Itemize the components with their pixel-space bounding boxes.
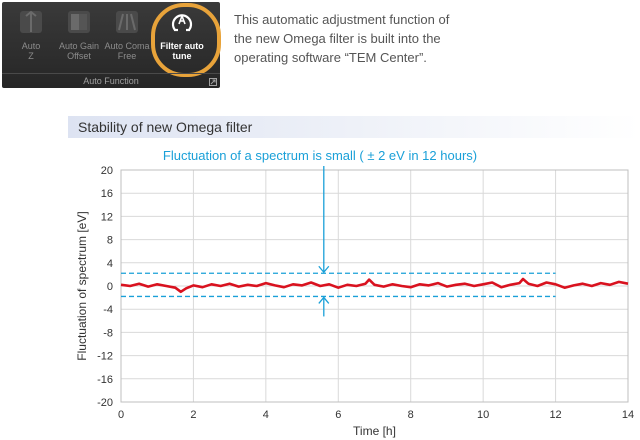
x-tick-label: 4	[263, 409, 269, 421]
y-axis-title: Fluctuation of spectrum [eV]	[75, 211, 89, 360]
stability-chart: 20 16 12 8 4 0 -4 -8 -12 -16 -20 0 2 4 6 8 10 12 14 Fluctu…	[75, 148, 634, 438]
x-tick-label: 2	[190, 409, 196, 421]
bound-lines	[121, 272, 556, 298]
description-text: This automatic adjustment function of th…	[234, 10, 534, 67]
auto-gain-offset-label-1: Auto Gain	[58, 41, 100, 51]
auto-z-label-1: Auto	[21, 41, 41, 51]
auto-z-icon	[20, 10, 42, 33]
y-tick-label: -12	[97, 351, 113, 363]
annotation-text: Fluctuation of a spectrum is small ( ± 2…	[163, 148, 477, 163]
y-tick-label: 0	[107, 281, 113, 293]
y-tick-label: -20	[97, 397, 113, 409]
auto-coma-free-label-2: Free	[117, 51, 137, 61]
y-tick-label: 8	[107, 235, 113, 247]
expand-corner-icon[interactable]	[209, 78, 217, 86]
x-tick-label: 6	[335, 409, 341, 421]
y-tick-label: 20	[101, 165, 113, 177]
x-axis-title: Time [h]	[353, 424, 396, 438]
y-tick-label: -4	[103, 304, 113, 316]
section-title: Stability of new Omega filter	[68, 116, 640, 138]
auto-z-button[interactable]: Auto Z	[6, 6, 56, 72]
x-tick-label: 14	[622, 409, 634, 421]
auto-function-label: Auto Function	[83, 76, 139, 86]
auto-gain-offset-label-2: Offset	[67, 51, 91, 61]
auto-z-label-2: Z	[28, 51, 34, 61]
x-tick-label: 0	[118, 409, 124, 421]
auto-gain-offset-button[interactable]: Auto Gain Offset	[54, 6, 104, 72]
axis-ticks: 20 16 12 8 4 0 -4 -8 -12 -16 -20 0 2 4 6 8 10 12 14	[97, 165, 634, 421]
series-line-fluctuation	[120, 277, 629, 294]
description-line-1: This automatic adjustment function of	[234, 12, 450, 27]
x-tick-label: 12	[549, 409, 561, 421]
annotation-arrows	[318, 166, 330, 317]
x-tick-label: 10	[477, 409, 489, 421]
description-line-2: the new Omega filter is built into the	[234, 31, 441, 46]
highlight-ring	[151, 3, 221, 77]
y-tick-label: 4	[107, 258, 113, 270]
auto-coma-free-label-1: Auto Coma	[104, 41, 150, 51]
y-tick-label: -16	[97, 374, 113, 386]
arrow-up-head	[318, 296, 330, 304]
arrow-down-head	[318, 265, 330, 274]
y-tick-label: 16	[101, 188, 113, 200]
auto-coma-free-button[interactable]: Auto Coma Free	[102, 6, 152, 72]
auto-coma-free-icon	[116, 11, 138, 33]
auto-gain-offset-icon	[68, 11, 90, 33]
y-tick-label: 12	[101, 211, 113, 223]
description-line-3: operating software “TEM Center”.	[234, 50, 427, 65]
x-tick-label: 8	[408, 409, 414, 421]
auto-function-toolbar: Auto Z Auto Gain Offset Auto Coma Free F…	[2, 2, 221, 88]
y-tick-label: -8	[103, 327, 113, 339]
toolbar-group-label: Auto Function	[2, 73, 220, 88]
